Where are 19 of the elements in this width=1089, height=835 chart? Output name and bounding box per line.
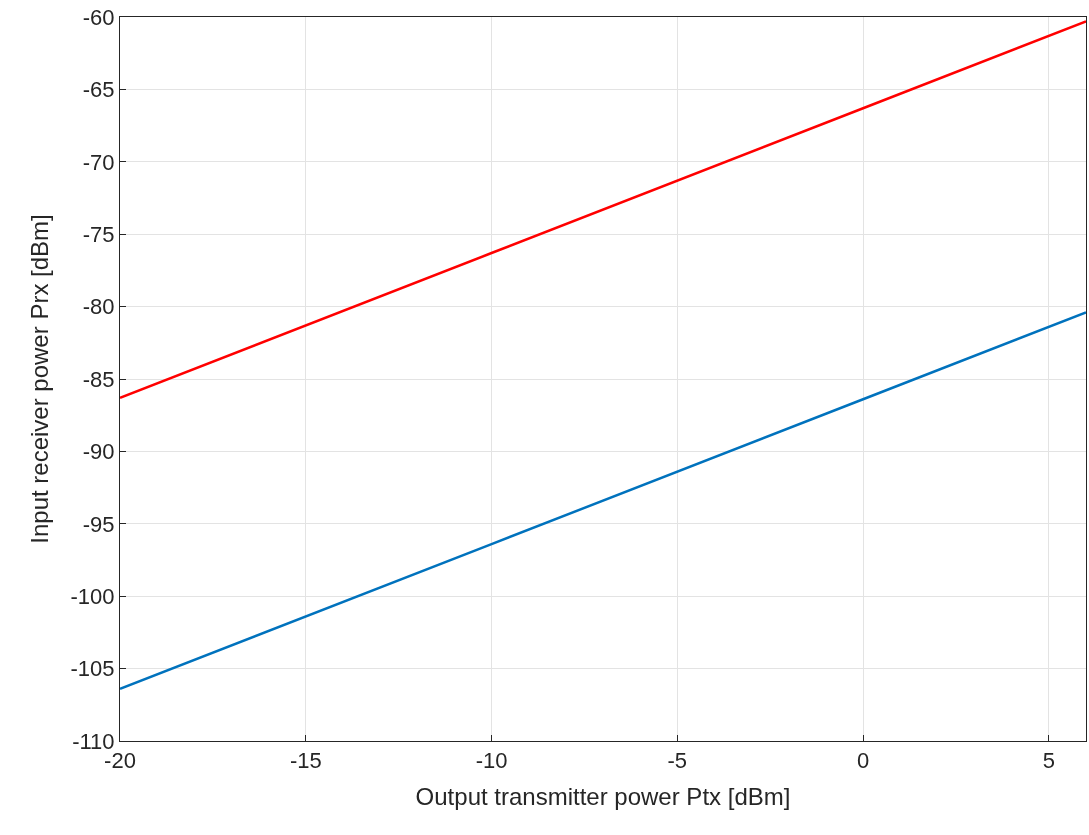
y-tick-label: -90 — [82, 439, 115, 465]
y-tick-label: -80 — [82, 294, 115, 320]
y-tick-label: -105 — [70, 656, 115, 682]
y-tick-label: -100 — [70, 583, 115, 609]
y-tick-label: -85 — [82, 366, 115, 392]
y-tick-label: -65 — [82, 77, 115, 103]
x-tick-label: -15 — [289, 748, 322, 774]
x-tick-label: -5 — [667, 748, 688, 774]
y-tick-label: -95 — [82, 511, 115, 537]
line-series — [120, 311, 1086, 691]
y-axis-title: Input receiver power Prx [dBm] — [25, 214, 53, 544]
x-tick-label: 0 — [856, 748, 870, 774]
line-series — [120, 20, 1086, 400]
x-tick-label: -10 — [475, 748, 508, 774]
x-tick-label: 5 — [1042, 748, 1055, 774]
y-tick-label: -60 — [82, 4, 115, 30]
y-tick-label: -70 — [82, 149, 115, 175]
y-tick-label: -75 — [82, 221, 115, 247]
x-axis-title: Output transmitter power Ptx [dBm] — [415, 782, 791, 810]
